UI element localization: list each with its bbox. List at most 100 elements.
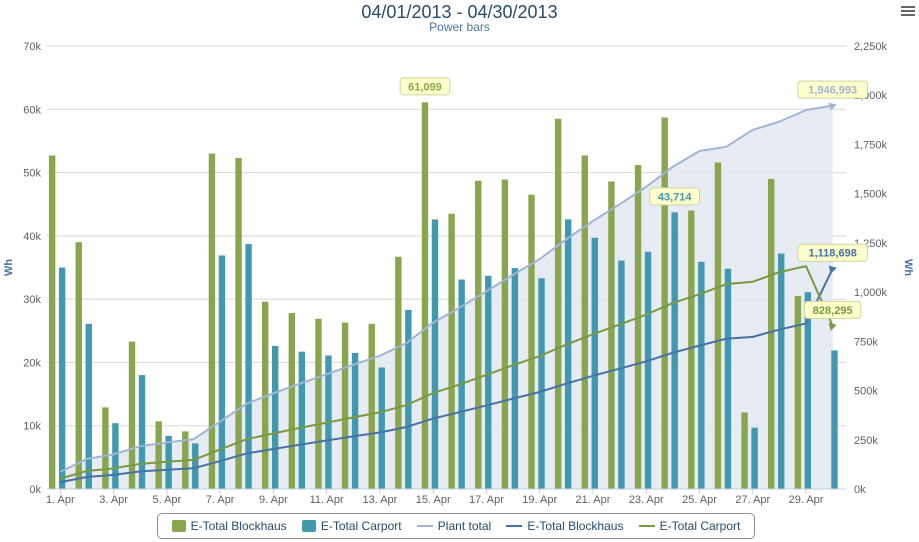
y-left-tick-label: 10k (23, 421, 41, 433)
bar[interactable] (804, 292, 812, 489)
legend-line-swatch-icon (638, 525, 655, 527)
y-right-tick-label: 0k (854, 484, 866, 496)
bar[interactable] (155, 421, 162, 489)
bar[interactable] (208, 153, 216, 490)
bar[interactable] (341, 322, 349, 489)
bar[interactable] (112, 423, 119, 489)
x-tick-label: 27. Apr (735, 494, 770, 506)
bar[interactable] (511, 268, 519, 489)
series-line (59, 104, 833, 473)
bar[interactable] (608, 181, 615, 489)
bar[interactable] (724, 268, 732, 489)
x-tick-label: 23. Apr (629, 494, 664, 506)
x-tick-label: 21. Apr (576, 494, 611, 506)
legend-item[interactable]: E-Total Carport (301, 519, 402, 533)
bar[interactable] (768, 178, 775, 489)
bar[interactable] (618, 260, 625, 489)
bar[interactable] (448, 213, 455, 489)
bar[interactable] (634, 164, 642, 489)
bar[interactable] (368, 323, 375, 489)
bar[interactable] (831, 350, 838, 489)
legend-item[interactable]: E-Total Carport (638, 519, 740, 533)
y-left-tick-label: 50k (23, 168, 41, 180)
bar[interactable] (528, 194, 535, 489)
bar[interactable] (298, 351, 306, 489)
x-tick-label: 17. Apr (469, 494, 504, 506)
x-tick-label: 5. Apr (152, 494, 181, 506)
bar[interactable] (192, 443, 199, 489)
y-left-tick-label: 30k (23, 294, 41, 306)
data-label: 828,295 (813, 305, 853, 317)
bar[interactable] (235, 158, 242, 489)
y-right-tick-label: 2,250k (854, 41, 888, 53)
hamburger-menu-icon[interactable] (901, 4, 915, 18)
data-label-box (649, 187, 700, 206)
data-label-box (399, 77, 451, 96)
bar[interactable] (485, 275, 492, 489)
legend-item-label: E-Total Blockhaus (190, 519, 287, 533)
x-tick-label: 19. Apr (522, 494, 557, 506)
bar[interactable] (128, 341, 136, 489)
legend-item[interactable]: Plant total (416, 519, 491, 533)
bar[interactable] (218, 255, 226, 489)
bar[interactable] (75, 242, 82, 489)
y-left-tick-label: 70k (23, 41, 41, 53)
bar[interactable] (85, 323, 92, 489)
bar[interactable] (245, 244, 252, 489)
bar[interactable] (138, 375, 146, 489)
x-tick-label: 3. Apr (99, 494, 128, 506)
bar[interactable] (501, 179, 509, 490)
bar[interactable] (395, 256, 402, 489)
bar[interactable] (661, 117, 668, 490)
bar[interactable] (475, 180, 482, 489)
y-right-tick-label: 1,000k (854, 287, 888, 299)
bar[interactable] (751, 427, 758, 489)
bar[interactable] (378, 367, 385, 489)
x-tick-label: 1. Apr (46, 494, 75, 506)
legend-item[interactable]: E-Total Blockhaus (506, 519, 623, 533)
bar[interactable] (271, 345, 279, 489)
bar[interactable] (431, 219, 439, 489)
bar[interactable] (714, 162, 722, 489)
bar[interactable] (102, 407, 109, 489)
bar[interactable] (591, 237, 598, 489)
legend-item[interactable]: E-Total Blockhaus (171, 519, 287, 533)
bar[interactable] (48, 155, 56, 489)
y-right-tick-label: 250k (854, 435, 878, 447)
bar[interactable] (564, 219, 572, 489)
bar[interactable] (421, 102, 429, 489)
legend-line-swatch-icon (416, 525, 433, 527)
bar[interactable] (698, 261, 705, 489)
bar[interactable] (644, 251, 652, 489)
bar[interactable] (261, 301, 269, 489)
line-end-marker (828, 322, 837, 331)
x-tick-label: 25. Apr (682, 494, 717, 506)
legend-item-label: E-Total Carport (320, 519, 402, 533)
chart-subtitle: Power bars (429, 20, 490, 34)
bar[interactable] (351, 352, 359, 489)
y-left-tick-label: 0k (29, 484, 41, 496)
data-label-box (804, 300, 862, 319)
bar[interactable] (741, 412, 748, 489)
bar[interactable] (671, 212, 678, 489)
x-tick-label: 7. Apr (206, 494, 235, 506)
x-tick-label: 15. Apr (416, 494, 451, 506)
data-label-box (797, 80, 868, 99)
line-end-marker (828, 102, 837, 111)
bar[interactable] (538, 278, 545, 489)
x-tick-label: 29. Apr (789, 494, 824, 506)
bar[interactable] (405, 309, 412, 489)
bar[interactable] (554, 118, 562, 490)
bar[interactable] (58, 267, 66, 490)
bar[interactable] (778, 253, 785, 489)
bar[interactable] (315, 318, 322, 489)
bar[interactable] (581, 155, 588, 489)
x-tick-label: 11. Apr (310, 494, 344, 506)
bar[interactable] (288, 313, 296, 489)
chart-title: 04/01/2013 - 04/30/2013 (361, 2, 558, 22)
bar[interactable] (794, 295, 802, 489)
chart-legend: E-Total Blockhaus E-Total Carport Plant to… (157, 513, 755, 539)
y-left-axis-title: Wh (3, 259, 15, 276)
bar[interactable] (688, 210, 695, 490)
